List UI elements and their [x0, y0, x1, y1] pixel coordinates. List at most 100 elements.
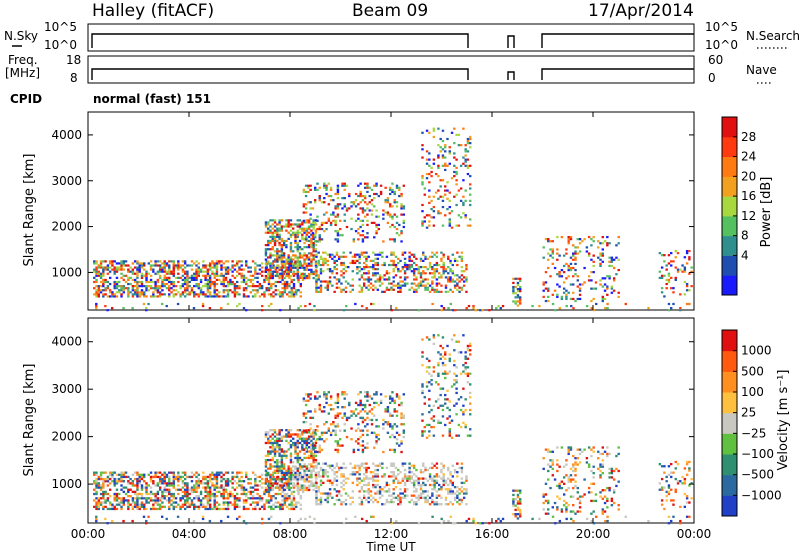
power-cell [229, 279, 231, 281]
power-cell [625, 303, 627, 305]
power-cell [315, 291, 317, 293]
power-cell [159, 293, 161, 295]
power-cell [572, 275, 574, 277]
power-cell [145, 277, 147, 279]
velocity-cell [400, 442, 402, 444]
velocity-cell [300, 495, 302, 497]
power-cell [390, 283, 392, 285]
power-cell [104, 281, 106, 283]
velocity-cell [445, 488, 447, 490]
power-cell [287, 221, 289, 223]
velocity-cell [109, 495, 111, 497]
power-cell [396, 185, 398, 187]
velocity-cell [370, 471, 372, 473]
velocity-cell [179, 508, 181, 510]
velocity-cell [114, 493, 116, 495]
velocity-cell [444, 364, 446, 366]
power-cell [397, 270, 399, 272]
power-cell [361, 274, 363, 276]
power-cell [274, 242, 276, 244]
power-cell [168, 287, 170, 289]
power-cell [272, 219, 274, 221]
velocity-cell [404, 477, 406, 479]
power-cell [220, 260, 222, 262]
colorbar-swatch [722, 275, 737, 295]
power-cell [274, 221, 276, 223]
power-cell [346, 185, 348, 187]
velocity-cell [455, 379, 457, 381]
power-cell [418, 270, 420, 272]
velocity-cell [464, 366, 466, 368]
velocity-cell [216, 476, 218, 478]
velocity-cell [340, 503, 342, 505]
power-cell [418, 309, 420, 311]
velocity-cell [303, 472, 305, 474]
velocity-cell [182, 495, 184, 497]
velocity-cell [463, 492, 465, 494]
velocity-cell [315, 503, 317, 505]
velocity-cell [356, 480, 358, 482]
velocity-cell [307, 410, 309, 412]
velocity-cell [216, 472, 218, 474]
power-cell [295, 291, 297, 293]
power-cell [107, 281, 109, 283]
power-cell [363, 272, 365, 274]
power-cell [370, 278, 372, 280]
power-cell [297, 271, 299, 273]
power-cell [195, 269, 197, 271]
power-cell [154, 285, 156, 287]
velocity-cell [168, 482, 170, 484]
velocity-cell [372, 480, 374, 482]
velocity-cell [150, 491, 152, 493]
velocity-cell [220, 493, 222, 495]
velocity-cell [322, 482, 324, 484]
power-cell [442, 165, 444, 167]
power-cell [384, 211, 386, 213]
velocity-cell [433, 420, 435, 422]
velocity-cell [173, 506, 175, 508]
power-cell [436, 262, 438, 264]
power-cell [679, 309, 681, 311]
velocity-cell [114, 508, 116, 510]
velocity-cell [337, 393, 339, 395]
velocity-cell [252, 472, 254, 474]
power-cell [297, 225, 299, 227]
velocity-cell [269, 487, 271, 489]
velocity-cell [312, 417, 314, 419]
power-cell [220, 269, 222, 271]
velocity-cell [387, 432, 389, 434]
power-cell [606, 303, 608, 305]
power-cell [324, 287, 326, 289]
velocity-cell [154, 499, 156, 501]
power-cell [287, 254, 289, 256]
velocity-cell [368, 492, 370, 494]
velocity-cell [444, 402, 446, 404]
power-cell [402, 266, 404, 268]
power-cell [299, 228, 301, 230]
power-cell [267, 232, 269, 234]
velocity-cell [175, 497, 177, 499]
power-cell [565, 248, 567, 250]
power-cell [424, 194, 426, 196]
velocity-cell [157, 482, 159, 484]
power-cell [100, 266, 102, 268]
velocity-cell [168, 480, 170, 482]
velocity-cell [272, 438, 274, 440]
power-cell [452, 309, 454, 311]
power-cell [436, 289, 438, 291]
velocity-cell [519, 500, 521, 502]
velocity-cell [173, 508, 175, 510]
power-cell [357, 232, 359, 234]
velocity-cell [238, 478, 240, 480]
power-cell [285, 225, 287, 227]
power-cell [688, 258, 690, 260]
power-cell [519, 278, 521, 280]
velocity-cell [288, 495, 290, 497]
power-cell [182, 285, 184, 287]
velocity-cell [428, 405, 430, 407]
power-cell [404, 283, 406, 285]
velocity-cell [364, 447, 366, 449]
power-cell [345, 305, 347, 307]
power-cell [320, 289, 322, 291]
power-cell [263, 291, 265, 293]
